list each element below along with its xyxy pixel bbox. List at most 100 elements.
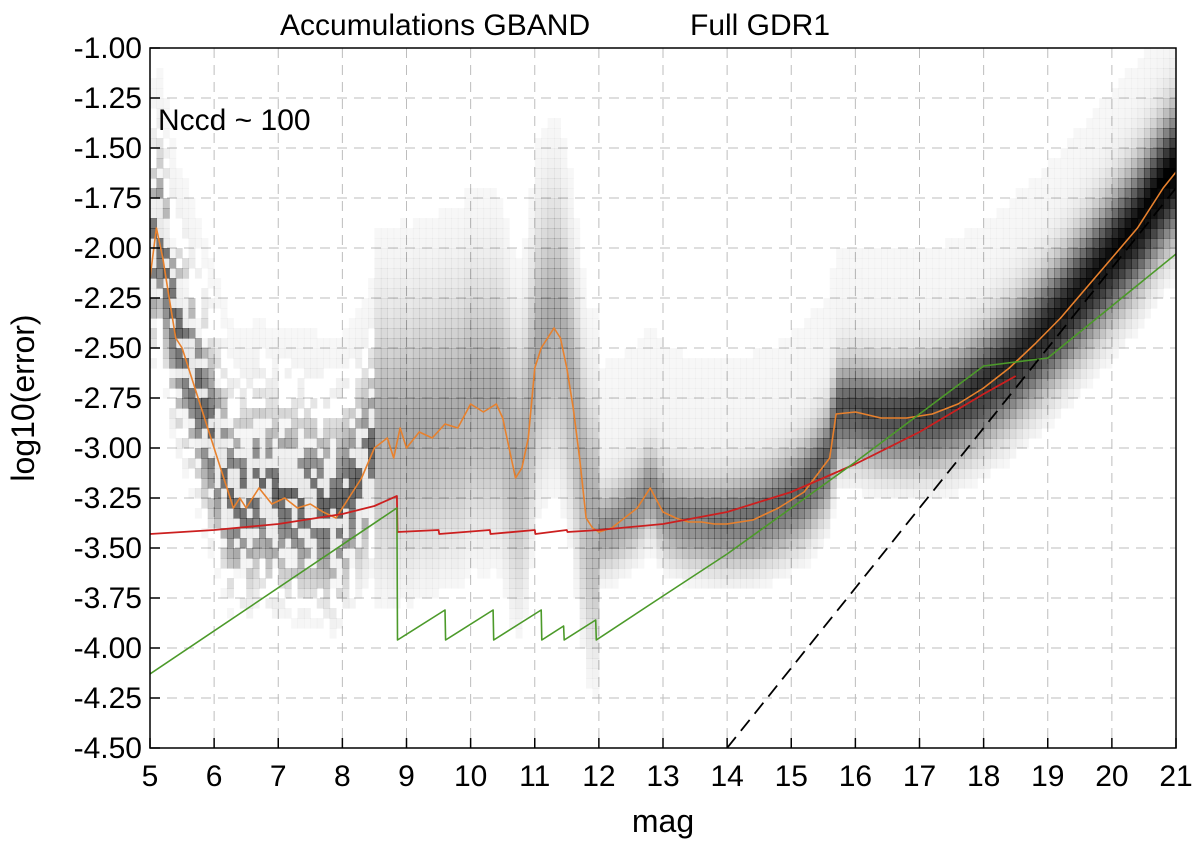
density-cell: [952, 238, 959, 249]
density-cell: [990, 288, 998, 299]
density-cell: [990, 338, 998, 349]
density-cell: [502, 538, 510, 549]
density-cell: [528, 288, 536, 299]
density-cell: [412, 368, 420, 379]
density-cell: [1124, 178, 1132, 189]
density-cell: [226, 458, 234, 469]
density-cell: [470, 338, 478, 349]
chart-title-left: Accumulations GBAND: [280, 9, 590, 42]
density-cell: [657, 338, 664, 349]
density-cell: [400, 248, 408, 259]
density-cell: [271, 598, 279, 609]
density-cell: [1143, 158, 1151, 169]
density-cell: [503, 218, 510, 229]
density-cell: [1034, 218, 1042, 229]
density-cell: [1092, 248, 1100, 259]
density-cell: [348, 448, 356, 459]
density-cell: [707, 478, 715, 489]
density-cell: [496, 498, 504, 509]
density-cell: [438, 478, 446, 489]
density-cell: [1041, 368, 1049, 379]
density-cell: [663, 398, 670, 409]
density-cell: [470, 358, 478, 369]
density-cell: [355, 518, 363, 529]
density-cell: [996, 298, 1004, 309]
density-cell: [342, 518, 350, 529]
density-cell: [708, 358, 715, 369]
density-cell: [1131, 208, 1139, 219]
density-cell: [861, 478, 869, 489]
density-cell: [1118, 188, 1126, 199]
density-cell: [470, 518, 478, 529]
density-cell: [477, 548, 485, 559]
density-cell: [1137, 188, 1145, 199]
density-cell: [727, 428, 735, 439]
density-cell: [900, 348, 908, 359]
density-cell: [983, 328, 991, 339]
density-cell: [971, 228, 978, 239]
density-cell: [566, 288, 574, 299]
density-cell: [887, 468, 895, 479]
density-cell: [829, 478, 837, 489]
density-cell: [881, 248, 888, 259]
density-cell: [1150, 88, 1158, 99]
density-cell: [188, 368, 196, 379]
density-cell: [284, 528, 292, 539]
density-cell: [470, 408, 478, 419]
density-cell: [938, 358, 946, 369]
density-cell: [239, 448, 247, 459]
density-cell: [259, 338, 266, 349]
density-cell: [656, 518, 664, 529]
density-cell: [990, 278, 998, 289]
density-cell: [598, 448, 606, 459]
density-cell: [1079, 328, 1087, 339]
density-cell: [438, 248, 446, 259]
y-tick-label: -4.50: [74, 732, 142, 765]
density-cell: [714, 358, 721, 369]
density-cell: [464, 418, 472, 429]
density-cell: [765, 428, 773, 439]
density-cell: [304, 338, 311, 349]
density-cell: [259, 408, 267, 419]
density-cell: [297, 548, 305, 559]
density-cell: [348, 478, 356, 489]
density-cell: [1022, 308, 1030, 319]
density-cell: [470, 438, 478, 449]
density-cell: [406, 458, 414, 469]
density-cell: [1028, 288, 1036, 299]
density-cell: [541, 358, 549, 369]
density-cell: [303, 458, 311, 469]
density-cell: [496, 558, 504, 569]
density-cell: [233, 438, 241, 449]
density-cell: [304, 618, 311, 629]
density-cell: [925, 388, 933, 399]
density-cell: [323, 598, 331, 609]
density-cell: [1163, 88, 1171, 99]
density-cell: [547, 198, 555, 209]
density-cell: [246, 468, 254, 479]
density-cell: [1041, 318, 1049, 329]
density-cell: [1015, 398, 1023, 409]
density-cell: [586, 648, 594, 659]
density-cell: [233, 548, 241, 559]
density-cell: [419, 218, 426, 229]
density-background: [150, 48, 1176, 689]
density-cell: [932, 488, 940, 499]
density-cell: [239, 398, 247, 409]
density-cell: [310, 328, 317, 339]
density-cell: [457, 358, 465, 369]
density-cell: [855, 468, 863, 479]
density-cell: [297, 388, 305, 399]
density-cell: [624, 468, 632, 479]
density-cell: [335, 488, 343, 499]
density-cell: [573, 488, 581, 499]
density-cell: [688, 538, 696, 549]
density-cell: [380, 558, 388, 569]
density-cell: [689, 378, 696, 389]
density-cell: [893, 338, 901, 349]
density-cell: [836, 378, 844, 389]
density-cell: [765, 438, 773, 449]
density-cell: [541, 448, 549, 459]
density-cell: [881, 338, 889, 349]
density-cell: [1073, 258, 1081, 269]
